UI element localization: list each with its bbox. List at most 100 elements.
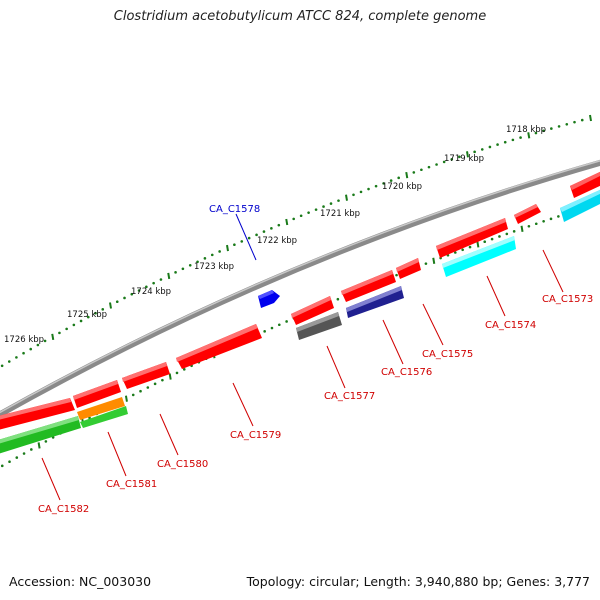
tick-minor	[0, 364, 4, 368]
tick-minor	[322, 205, 325, 208]
tick-minor	[15, 456, 19, 459]
tick-minor	[337, 199, 340, 202]
feature-blocks	[0, 170, 600, 454]
tick-minor	[175, 371, 179, 375]
kbp-label: 1723 kbp	[194, 262, 234, 272]
tick-minor	[527, 224, 531, 228]
tick-minor	[131, 393, 135, 397]
tick-minor	[542, 219, 545, 223]
tick-minor	[137, 289, 141, 292]
tick-minor	[359, 190, 363, 194]
gene-ca-c1580-cds[interactable]	[122, 362, 170, 389]
tick-minor	[188, 263, 192, 267]
gene-ca-c1579-cds[interactable]	[176, 324, 262, 369]
tick-minor	[468, 245, 472, 249]
tick-minor	[139, 389, 142, 393]
gene-label-ca-c1579: CA_C1579	[230, 430, 281, 441]
tick-minor	[43, 339, 47, 343]
tick-minor	[580, 118, 584, 122]
tick-major	[109, 302, 112, 309]
gene-labels: CA_C1573 CA_C1574 CA_C1575 CA_C1576 CA_C…	[38, 204, 593, 515]
tick-minor	[94, 311, 97, 315]
tick-minor	[277, 223, 281, 227]
tick-minor	[496, 143, 499, 146]
gene-block-small[interactable]	[514, 204, 541, 224]
tick-minor	[550, 127, 553, 130]
tick-minor	[307, 211, 310, 214]
tick-minor	[203, 257, 207, 260]
tick-minor	[161, 378, 164, 382]
tick-minor	[86, 315, 90, 319]
tick-minor	[292, 217, 295, 221]
tick-minor	[412, 171, 416, 174]
tick-minor	[36, 343, 40, 347]
tick-minor	[336, 297, 340, 301]
tick-minor	[159, 278, 163, 281]
tick-minor	[420, 168, 423, 172]
tick-minor	[435, 163, 438, 166]
tick-major	[285, 218, 289, 226]
tick-minor	[65, 327, 68, 331]
tick-major	[405, 171, 409, 179]
tick-minor	[450, 158, 454, 161]
gene-label-ca-c1580: CA_C1580	[157, 459, 208, 470]
gene-label-ca-c1576: CA_C1576	[381, 367, 432, 378]
tick-minor	[153, 382, 157, 386]
gene-ca-c1578-cds[interactable]	[258, 290, 280, 308]
tick-minor	[490, 237, 494, 241]
tick-minor	[72, 323, 76, 327]
gene-label-ca-c1578: CA_C1578	[209, 204, 260, 215]
tick-minor	[115, 300, 119, 304]
tick-minor	[240, 240, 244, 243]
tick-major	[168, 373, 172, 380]
gene-ca-c1575-cds[interactable]	[396, 258, 421, 279]
tick-minor	[44, 440, 48, 443]
tick-major	[476, 241, 480, 248]
tick-minor	[196, 260, 199, 264]
tick-major	[167, 272, 171, 280]
tick-minor	[0, 464, 4, 468]
gene-ca-c1582-cds[interactable]	[0, 398, 81, 454]
tick-minor	[534, 131, 538, 135]
gene-ca-c1581-cds[interactable]	[73, 380, 128, 428]
tick-minor	[277, 323, 281, 327]
tick-minor	[389, 179, 393, 182]
tick-minor	[30, 448, 33, 451]
tick-minor	[270, 227, 273, 230]
tick-minor	[395, 273, 398, 277]
tick-major	[466, 151, 469, 158]
gene-label-ca-c1575: CA_C1575	[422, 349, 473, 360]
tick-minor	[483, 240, 487, 244]
tick-major	[51, 333, 55, 341]
tick-minor	[488, 145, 492, 149]
tick-ring-outer	[0, 114, 592, 368]
tick-minor	[145, 285, 148, 289]
gene-ca-c1577-cds[interactable]	[291, 296, 342, 340]
kbp-label: 1726 kbp	[4, 335, 44, 345]
tick-minor	[181, 267, 185, 271]
tick-minor	[29, 347, 33, 351]
tick-minor	[424, 262, 428, 265]
tick-minor	[519, 136, 522, 139]
gene-ca-c1574-cds[interactable]	[436, 218, 516, 277]
tick-major	[37, 442, 41, 449]
gene-ca-c1573-cds[interactable]	[560, 170, 600, 222]
tick-major	[124, 395, 128, 402]
tick-minor	[285, 320, 288, 323]
tick-minor	[263, 330, 266, 333]
gene-label-ca-c1577: CA_C1577	[324, 391, 375, 402]
gene-label-ca-c1582: CA_C1582	[38, 504, 89, 515]
kbp-label: 1722 kbp	[257, 236, 297, 246]
gene-ca-c1576-cds[interactable]	[341, 270, 404, 318]
kbp-label: 1724 kbp	[131, 287, 171, 297]
kbp-label: 1721 kbp	[320, 209, 360, 219]
tick-minor	[442, 160, 446, 164]
tick-major	[432, 257, 436, 264]
tick-minor	[182, 368, 186, 371]
genome-summary-text: Topology: circular; Length: 3,940,880 bp…	[246, 574, 590, 589]
tick-minor	[22, 452, 26, 455]
tick-minor	[218, 250, 221, 253]
tick-minor	[210, 253, 214, 257]
tick-minor	[262, 230, 266, 233]
kbp-labels: 1718 kbp 1719 kbp 1720 kbp 1721 kbp 1722 kbp…	[4, 125, 546, 345]
